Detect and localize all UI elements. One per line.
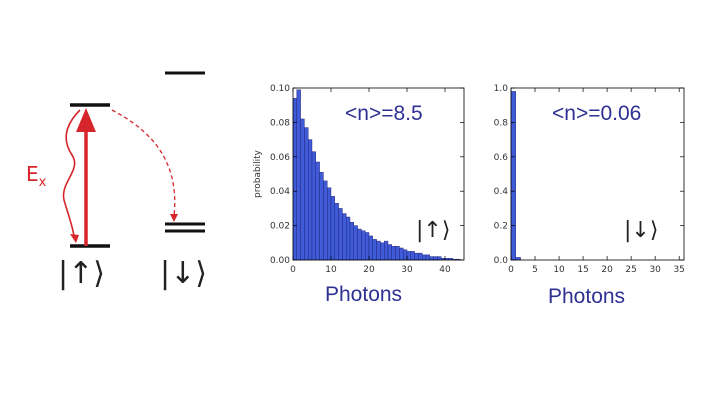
chart1-bar (437, 256, 442, 261)
chart1-bar (403, 249, 408, 261)
chart2-mean-annotation: <n>=0.06 (552, 102, 642, 125)
chart2-y-tick-label: 1.0 (494, 84, 509, 94)
dashed-decay-arrow (111, 109, 176, 217)
excitation-arrow-head (76, 108, 96, 132)
chart1-bar (406, 251, 411, 261)
chart1-bar (323, 180, 328, 261)
chart2-y-tick-label: 0.4 (494, 187, 509, 197)
chart2-x-axis-title: Photons (548, 285, 626, 308)
chart1-y-tick-label: 0.08 (270, 118, 290, 128)
chart1-bar (414, 252, 419, 261)
chart-up-state: 0 10 20 30 40 0.00 0.02 0.04 0.06 0.08 0.10 probabi… (253, 84, 465, 275)
chart1-mean-annotation: <n>=8.5 (345, 102, 423, 125)
chart1-bar (300, 118, 305, 261)
chart1-bar (418, 252, 423, 261)
chart1-plot-frame (292, 87, 465, 261)
chart1-y-axis-title: probability (253, 149, 263, 198)
chart1-bar (380, 242, 385, 261)
chart1-bar (387, 244, 392, 261)
chart1-x-tick-label: 30 (401, 265, 413, 275)
chart1-bar (319, 172, 324, 261)
chart1-bar (395, 246, 400, 261)
chart1-bar (330, 196, 335, 261)
chart1-bar (361, 230, 366, 261)
chart2-x-tick-label: 25 (625, 265, 636, 275)
chart1-x-tick-label: 10 (325, 265, 337, 275)
chart1-y-tick-label: 0.00 (270, 256, 290, 266)
chart2-y-tick-label: 0.6 (494, 153, 509, 163)
chart1-bar (365, 232, 370, 261)
chart2-plot-frame (510, 87, 685, 261)
chart2-y-tick-label: 0.8 (494, 118, 509, 128)
ket-down-label: |↓⟩ (160, 256, 207, 291)
chart1-bar (349, 221, 354, 261)
chart1-x-tick-label: 20 (363, 265, 375, 275)
chart1-bar (425, 254, 430, 261)
chart1-bar (410, 251, 415, 261)
chart1-bar (296, 89, 301, 261)
chart-down-state: 0 5 10 15 20 25 30 35 0.0 0.2 0.4 0.6 0.8 1.0 (494, 84, 685, 275)
chart1-bar (429, 256, 434, 261)
chart1-x-tick-label: 0 (290, 265, 296, 275)
chart2-x-tick-label: 10 (553, 265, 565, 275)
chart1-bar (433, 256, 438, 261)
chart1-y-tick-label: 0.06 (270, 153, 290, 163)
chart1-bar (399, 247, 404, 261)
chart1-bar (315, 161, 320, 261)
chart1-bar (334, 203, 339, 261)
chart1-bar (304, 127, 309, 261)
wavy-emission-arrow-head (70, 234, 79, 243)
energy-level-diagram (62, 71, 205, 248)
chart1-bar (353, 225, 358, 261)
chart1-x-tick-label: 40 (439, 265, 451, 275)
excitation-label: Ex (26, 162, 47, 190)
dashed-decay-arrow-head (170, 214, 178, 222)
chart1-y-tick-label: 0.04 (270, 187, 290, 197)
chart1-bar (342, 213, 347, 261)
chart2-y-tick-label: 0.0 (494, 256, 509, 266)
chart2-x-tick-label: 0 (508, 265, 514, 275)
chart1-bar (338, 208, 343, 261)
chart1-bar (368, 235, 373, 261)
chart1-x-axis-title: Photons (325, 283, 403, 306)
chart1-y-tick-label: 0.10 (270, 84, 290, 94)
chart1-bar (346, 216, 351, 261)
chart1-bar (422, 254, 427, 261)
chart1-bar (311, 151, 316, 261)
chart1-bar (384, 240, 389, 261)
chart2-x-tick-label: 35 (673, 265, 684, 275)
chart1-bar (308, 139, 313, 261)
chart2-bar (510, 91, 517, 261)
chart1-bar (372, 239, 377, 261)
chart1-y-tick-label: 0.02 (270, 222, 290, 232)
ket-up-label: |↑⟩ (58, 256, 105, 291)
chart2-y-tick-label: 0.2 (494, 222, 508, 232)
chart1-bar (391, 246, 396, 261)
chart1-bar (357, 228, 362, 261)
chart2-x-tick-label: 5 (532, 265, 538, 275)
chart1-state-label: |↑⟩ (416, 218, 451, 243)
wavy-emission-arrow (62, 109, 81, 237)
chart1-bar (327, 187, 332, 261)
chart2-x-tick-label: 30 (649, 265, 661, 275)
chart2-x-tick-label: 20 (601, 265, 613, 275)
chart2-x-tick-label: 15 (577, 265, 588, 275)
chart1-bar (376, 240, 381, 261)
chart2-state-label: |↓⟩ (624, 218, 659, 243)
